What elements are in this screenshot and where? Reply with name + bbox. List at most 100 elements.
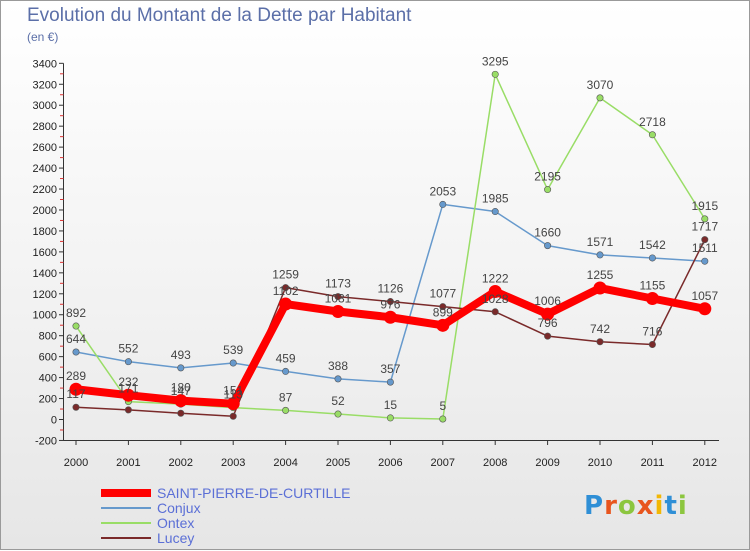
logo-letter: t — [664, 491, 678, 521]
data-label-layer: 289 232 180 151 1102 1031 976 899 1222 1006 1255 11… — [66, 54, 718, 413]
x-tick-label: 2004 — [273, 457, 297, 469]
data-label: 180 — [171, 381, 191, 395]
data-label: 3295 — [482, 54, 509, 68]
data-label: 1717 — [691, 220, 718, 234]
data-label: 2195 — [534, 170, 561, 184]
proxiti-logo: Proxiti — [584, 491, 688, 521]
y-tick-label: 1600 — [33, 247, 57, 259]
data-point — [72, 322, 80, 330]
data-label: 493 — [171, 348, 191, 362]
y-tick-label: 2600 — [33, 142, 57, 154]
legend-label: SAINT-PIERRE-DE-CURTILLE — [157, 485, 350, 501]
data-label: 1057 — [691, 289, 718, 303]
data-point — [282, 367, 290, 375]
x-tick-label: 2008 — [483, 457, 507, 469]
data-point — [282, 406, 290, 414]
data-point — [491, 308, 499, 316]
data-point — [439, 415, 447, 423]
data-point — [386, 378, 394, 386]
x-tick-label: 2000 — [64, 457, 88, 469]
data-label: 113 — [224, 388, 243, 402]
y-tick-label: 2000 — [33, 205, 57, 217]
y-tick-label: 1200 — [33, 289, 57, 301]
data-point — [229, 359, 237, 367]
data-point — [596, 94, 604, 102]
data-point — [439, 200, 447, 208]
chart-title: Evolution du Montant de la Dette par Hab… — [27, 5, 412, 26]
data-label: 1102 — [273, 284, 299, 298]
data-label: 976 — [380, 297, 400, 311]
data-point — [177, 364, 185, 372]
data-point — [491, 208, 499, 216]
data-label: 539 — [223, 343, 243, 357]
data-point — [648, 254, 656, 262]
x-tick-label: 2002 — [169, 457, 193, 469]
data-label: 716 — [642, 324, 662, 338]
x-tick-label: 2003 — [221, 457, 245, 469]
x-tick-label: 2009 — [535, 457, 559, 469]
x-tick-label: 2012 — [693, 457, 717, 469]
data-point — [698, 302, 712, 316]
y-tick-label: 800 — [39, 331, 57, 343]
logo-letter: o — [617, 491, 637, 521]
data-label: 742 — [590, 322, 610, 336]
data-label: 171 — [118, 382, 138, 396]
data-point — [701, 236, 709, 244]
series-layer — [69, 70, 712, 423]
data-label: 1660 — [534, 226, 561, 240]
y-tick-label: 2200 — [33, 184, 57, 196]
data-label: 147 — [171, 384, 191, 398]
logo-letter: i — [654, 491, 665, 521]
y-tick-label: 400 — [39, 373, 57, 385]
data-point — [334, 293, 342, 301]
data-label: 552 — [118, 342, 138, 356]
data-label: 1006 — [534, 294, 561, 308]
data-point — [334, 410, 342, 418]
data-label: 1915 — [691, 199, 718, 213]
data-point — [72, 348, 80, 356]
data-point — [491, 70, 499, 78]
y-tick-label: 3400 — [33, 58, 57, 70]
logo-letter: r — [604, 491, 618, 521]
data-point — [331, 304, 345, 318]
data-label: 1542 — [639, 238, 666, 252]
data-point — [596, 338, 604, 346]
x-tick-label: 2007 — [431, 457, 455, 469]
data-point — [596, 251, 604, 259]
data-label: 357 — [380, 362, 400, 376]
data-point — [226, 397, 240, 411]
data-point — [593, 281, 607, 295]
data-label: 151 — [223, 384, 243, 398]
data-label: 644 — [66, 332, 86, 346]
y-tick-label: 3000 — [33, 100, 57, 112]
data-label: 1571 — [587, 235, 614, 249]
y-tick-label: -200 — [35, 435, 57, 447]
data-label: 52 — [331, 394, 345, 408]
data-point — [334, 375, 342, 383]
data-point — [174, 394, 188, 408]
y-tick-label: 0 — [51, 415, 57, 427]
data-point — [124, 358, 132, 366]
data-point — [488, 284, 502, 298]
data-label: 1173 — [325, 277, 351, 291]
data-label: 1222 — [482, 271, 509, 285]
y-tick-label: 3200 — [33, 79, 57, 91]
data-label: 289 — [66, 369, 86, 383]
data-label: 2718 — [639, 115, 666, 129]
data-point — [544, 332, 552, 340]
y-tick-label: 1000 — [33, 310, 57, 322]
logo-letter: i — [677, 491, 688, 521]
data-point — [544, 242, 552, 250]
data-label: 1155 — [639, 279, 665, 293]
x-tick-label: 2005 — [326, 457, 350, 469]
data-label: 1126 — [377, 282, 403, 296]
y-tick-label: 200 — [39, 394, 57, 406]
data-point — [701, 257, 709, 265]
data-label: 1028 — [482, 292, 509, 306]
logo-letter: x — [636, 491, 655, 521]
data-point — [648, 340, 656, 348]
y-tick-label: 2400 — [33, 163, 57, 175]
legend-label: Lucey — [157, 530, 194, 546]
